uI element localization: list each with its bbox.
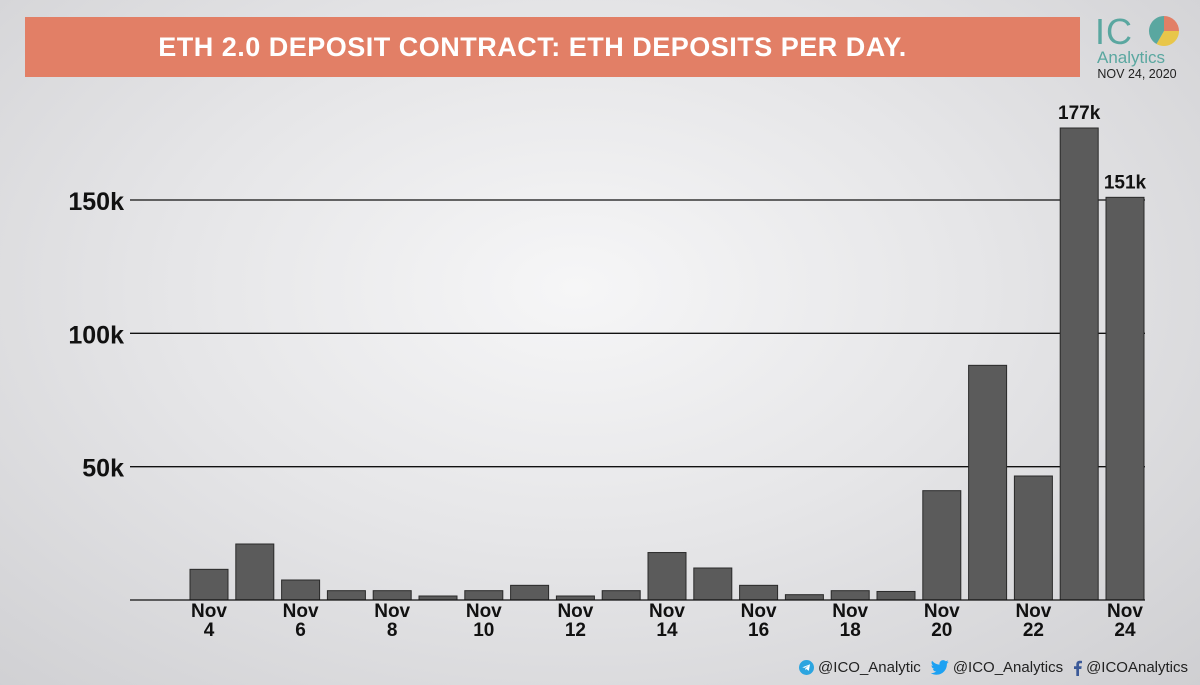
x-tick-label: Nov 6 bbox=[283, 601, 319, 641]
telegram-handle: @ICO_Analytic bbox=[818, 659, 921, 676]
y-tick-label: 150k bbox=[68, 188, 124, 216]
bar bbox=[510, 584, 550, 601]
bar bbox=[784, 594, 824, 601]
bar bbox=[372, 590, 412, 601]
y-tick-label: 50k bbox=[82, 455, 124, 483]
x-tick-label: Nov 18 bbox=[832, 601, 868, 641]
social-footer: @ICO_Analytic @ICO_Analytics @ICOAnalyti… bbox=[789, 659, 1188, 676]
bar bbox=[968, 364, 1008, 601]
facebook-link[interactable]: @ICOAnalytics bbox=[1073, 659, 1188, 676]
x-tick-label: Nov 20 bbox=[924, 601, 960, 641]
x-tick-label: Nov 16 bbox=[741, 601, 777, 641]
twitter-handle: @ICO_Analytics bbox=[952, 659, 1064, 676]
facebook-handle: @ICOAnalytics bbox=[1086, 659, 1188, 676]
twitter-icon bbox=[930, 660, 949, 675]
chart-title: ETH 2.0 DEPOSIT CONTRACT: ETH DEPOSITS P… bbox=[158, 31, 907, 62]
bar bbox=[830, 590, 870, 601]
logo-wordmark: IC bbox=[1095, 11, 1133, 52]
bar bbox=[876, 590, 916, 601]
logo-subtitle: Analytics bbox=[1096, 48, 1166, 67]
y-tick-label: 100k bbox=[68, 321, 124, 349]
bar bbox=[922, 490, 962, 601]
bar bbox=[601, 590, 641, 601]
bar bbox=[281, 579, 321, 601]
bar bbox=[326, 590, 366, 601]
brand-logo: IC Analytics NOV 24, 2020 bbox=[1089, 10, 1189, 85]
telegram-link[interactable]: @ICO_Analytic bbox=[799, 659, 921, 676]
telegram-icon bbox=[799, 660, 815, 675]
x-tick-label: Nov 24 bbox=[1107, 601, 1143, 641]
facebook-icon bbox=[1074, 660, 1083, 676]
bar bbox=[235, 543, 275, 601]
twitter-link[interactable]: @ICO_Analytics bbox=[930, 659, 1064, 676]
pie-chart-icon bbox=[1148, 15, 1179, 47]
x-tick-label: Nov 22 bbox=[1015, 601, 1051, 641]
x-tick-label: Nov 10 bbox=[466, 601, 502, 641]
data-label: 151k bbox=[1104, 172, 1147, 193]
x-tick-label: Nov 8 bbox=[374, 601, 410, 641]
bar bbox=[739, 584, 779, 601]
bar bbox=[1013, 475, 1053, 601]
bar bbox=[693, 567, 733, 601]
bar bbox=[464, 590, 504, 601]
bar bbox=[1059, 127, 1099, 601]
title-banner: ETH 2.0 DEPOSIT CONTRACT: ETH DEPOSITS P… bbox=[25, 17, 1080, 77]
x-tick-label: Nov 4 bbox=[191, 601, 227, 641]
x-tick-label: Nov 12 bbox=[557, 601, 593, 641]
report-date: NOV 24, 2020 bbox=[1097, 67, 1177, 81]
data-label: 177k bbox=[1058, 103, 1101, 124]
bar bbox=[189, 568, 229, 601]
x-tick-label: Nov 14 bbox=[649, 601, 685, 641]
bar bbox=[647, 552, 687, 601]
bar bbox=[1105, 196, 1145, 601]
